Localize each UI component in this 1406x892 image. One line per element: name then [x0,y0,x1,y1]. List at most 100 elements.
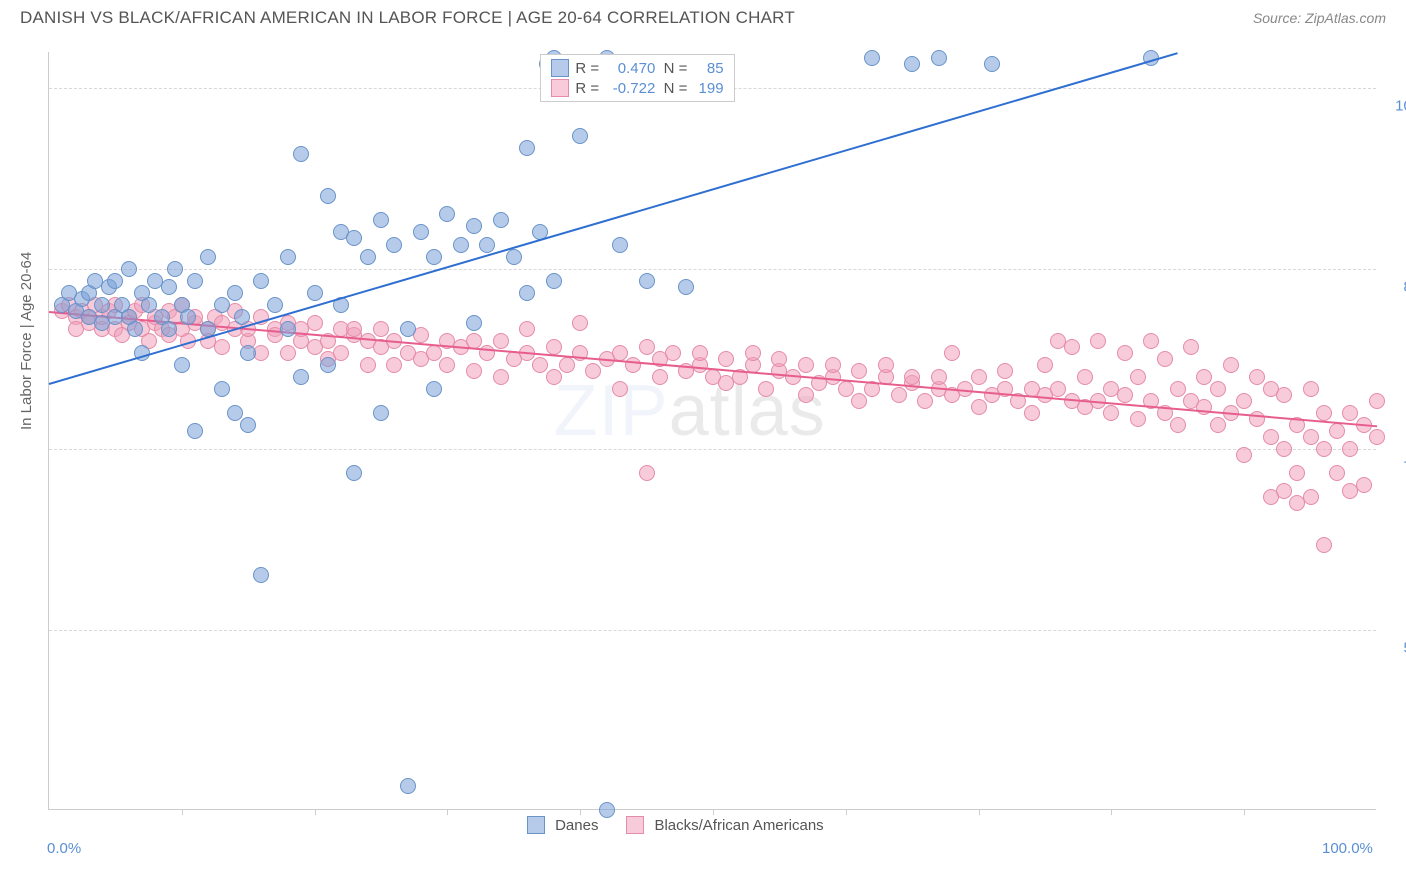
data-point [187,273,203,289]
data-point [931,50,947,66]
data-point [639,339,655,355]
data-point [692,345,708,361]
legend-label: Blacks/African Americans [654,817,823,834]
data-point [320,188,336,204]
data-point [180,309,196,325]
data-point [360,249,376,265]
data-point [1276,387,1292,403]
data-point [1130,369,1146,385]
data-point [1342,405,1358,421]
data-point [639,273,655,289]
header: DANISH VS BLACK/AFRICAN AMERICAN IN LABO… [0,0,1406,32]
data-point [346,230,362,246]
data-point [519,285,535,301]
data-point [546,369,562,385]
data-point [214,297,230,313]
data-point [360,357,376,373]
data-point [838,381,854,397]
data-point [1050,381,1066,397]
data-point [678,279,694,295]
data-point [1316,537,1332,553]
data-point [931,369,947,385]
data-point [1289,465,1305,481]
data-point [1090,333,1106,349]
data-point [1316,405,1332,421]
data-point [851,393,867,409]
data-point [426,345,442,361]
data-point [519,140,535,156]
data-point [559,357,575,373]
trend-line [49,311,1377,427]
data-point [127,321,143,337]
data-point [1263,429,1279,445]
x-axis-label: 100.0% [1322,840,1373,857]
data-point [546,339,562,355]
data-point [1103,405,1119,421]
data-point [904,369,920,385]
gridline [49,630,1376,631]
data-point [214,339,230,355]
watermark: ZIPatlas [554,370,826,452]
data-point [167,261,183,277]
data-point [307,285,323,301]
data-point [1196,369,1212,385]
data-point [1329,465,1345,481]
data-point [878,357,894,373]
data-point [585,363,601,379]
data-point [798,357,814,373]
data-point [1143,333,1159,349]
data-point [1210,381,1226,397]
data-point [1369,429,1385,445]
data-point [1170,417,1186,433]
data-point [1223,357,1239,373]
data-point [320,357,336,373]
data-point [1183,339,1199,355]
data-point [625,357,641,373]
data-point [293,369,309,385]
correlation-legend: R = 0.470 N = 85R = -0.722 N = 199 [540,54,734,102]
data-point [1249,369,1265,385]
data-point [1276,483,1292,499]
data-point [121,261,137,277]
data-point [200,249,216,265]
source-attribution: Source: ZipAtlas.com [1253,10,1386,26]
data-point [280,321,296,337]
data-point [891,387,907,403]
data-point [572,315,588,331]
data-point [493,369,509,385]
data-point [1024,405,1040,421]
data-point [1037,357,1053,373]
data-point [971,399,987,415]
data-point [466,363,482,379]
data-point [187,423,203,439]
x-tick [713,809,714,815]
data-point [1117,387,1133,403]
data-point [798,387,814,403]
data-point [984,56,1000,72]
data-point [400,778,416,794]
x-tick [182,809,183,815]
data-point [493,333,509,349]
data-point [466,218,482,234]
data-point [917,393,933,409]
x-tick [1111,809,1112,815]
data-point [1303,429,1319,445]
legend-swatch [527,816,545,834]
data-point [214,381,230,397]
data-point [1329,423,1345,439]
data-point [825,357,841,373]
legend-text: R = -0.722 N = 199 [575,80,723,97]
y-tick-label: 55.0% [1386,639,1406,656]
data-point [1236,393,1252,409]
chart-title: DANISH VS BLACK/AFRICAN AMERICAN IN LABO… [20,8,795,28]
legend-label: Danes [555,817,598,834]
series-legend: Danes Blacks/African Americans [527,816,842,834]
data-point [1249,411,1265,427]
data-point [1236,447,1252,463]
y-tick-label: 70.0% [1386,459,1406,476]
data-point [307,315,323,331]
data-point [758,381,774,397]
data-point [373,321,389,337]
legend-swatch [626,816,644,834]
y-tick-label: 100.0% [1386,98,1406,115]
